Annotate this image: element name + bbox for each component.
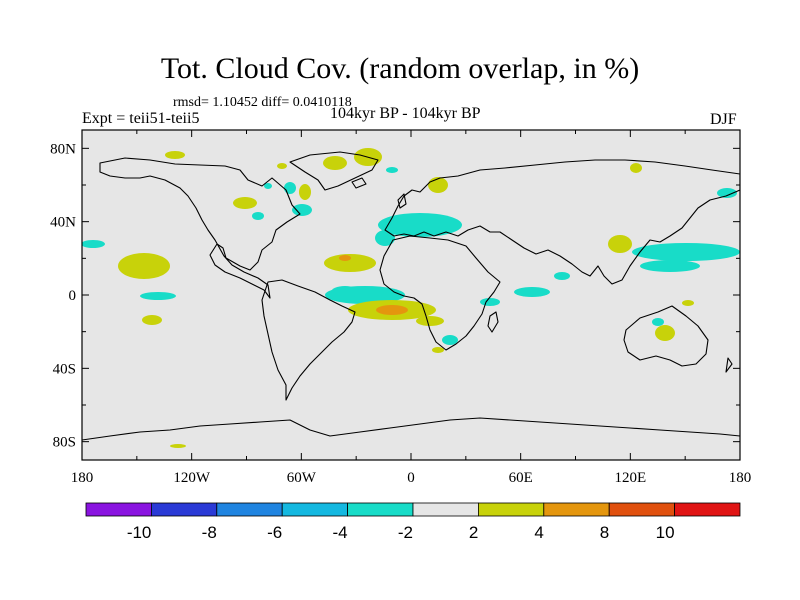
colorbar-label: 4 (534, 523, 543, 542)
lon-label: 180 (729, 470, 752, 486)
colorbar-swatch (85, 502, 152, 517)
colorbar-swatch (150, 502, 218, 517)
lat-label: 80S (53, 435, 76, 451)
colorbar-swatch (543, 502, 610, 517)
axis-labels: 80N 40N 0 40S 80S 180 120W 60W 0 60E 120E 180 (50, 141, 751, 486)
period-label: 104kyr BP - 104kyr BP (330, 105, 481, 122)
lat-label: 80N (50, 141, 76, 157)
lat-label: 40N (50, 215, 76, 231)
colorbar-swatch (412, 502, 479, 517)
lon-label: 120E (614, 470, 646, 486)
lon-label: 120W (173, 470, 211, 486)
colorbar-label: -2 (398, 523, 413, 542)
colorbar-label: -8 (202, 523, 217, 542)
stats-line: rmsd= 1.10452 diff= 0.0410118 (173, 95, 352, 110)
lat-label: 40S (53, 361, 76, 377)
coastlines (82, 151, 740, 441)
colorbar-swatch (281, 502, 349, 517)
colorbar-swatch (674, 502, 741, 517)
plot-title: Tot. Cloud Cov. (random overlap, in %) (160, 52, 640, 85)
map-background (82, 130, 740, 460)
positive-anomaly-patches (118, 148, 694, 448)
colorbar-label: -6 (267, 523, 282, 542)
colorbar: -10 -8 -6 -4 -2 2 4 8 10 (85, 502, 741, 542)
axis-ticks (81, 130, 741, 460)
lon-label: 0 (407, 470, 415, 486)
colorbar-label: 2 (469, 523, 478, 542)
lon-label: 180 (71, 470, 94, 486)
colorbar-label: 8 (600, 523, 609, 542)
strong-positive-patches (339, 255, 408, 315)
experiment-label: Expt = teii51-teii5 (82, 110, 200, 127)
colorbar-swatch (347, 502, 414, 517)
lat-label: 0 (69, 288, 77, 304)
map-ocean (82, 130, 740, 460)
colorbar-swatch (608, 502, 676, 517)
negative-anomaly-patches (82, 167, 740, 345)
colorbar-label: 10 (656, 523, 675, 542)
lon-label: 60E (509, 470, 533, 486)
colorbar-label: -10 (127, 523, 152, 542)
colorbar-label: -4 (332, 523, 347, 542)
lon-label: 60W (287, 470, 317, 486)
colorbar-swatch (216, 502, 283, 517)
season-label: DJF (710, 111, 737, 128)
colorbar-swatch (477, 502, 545, 517)
